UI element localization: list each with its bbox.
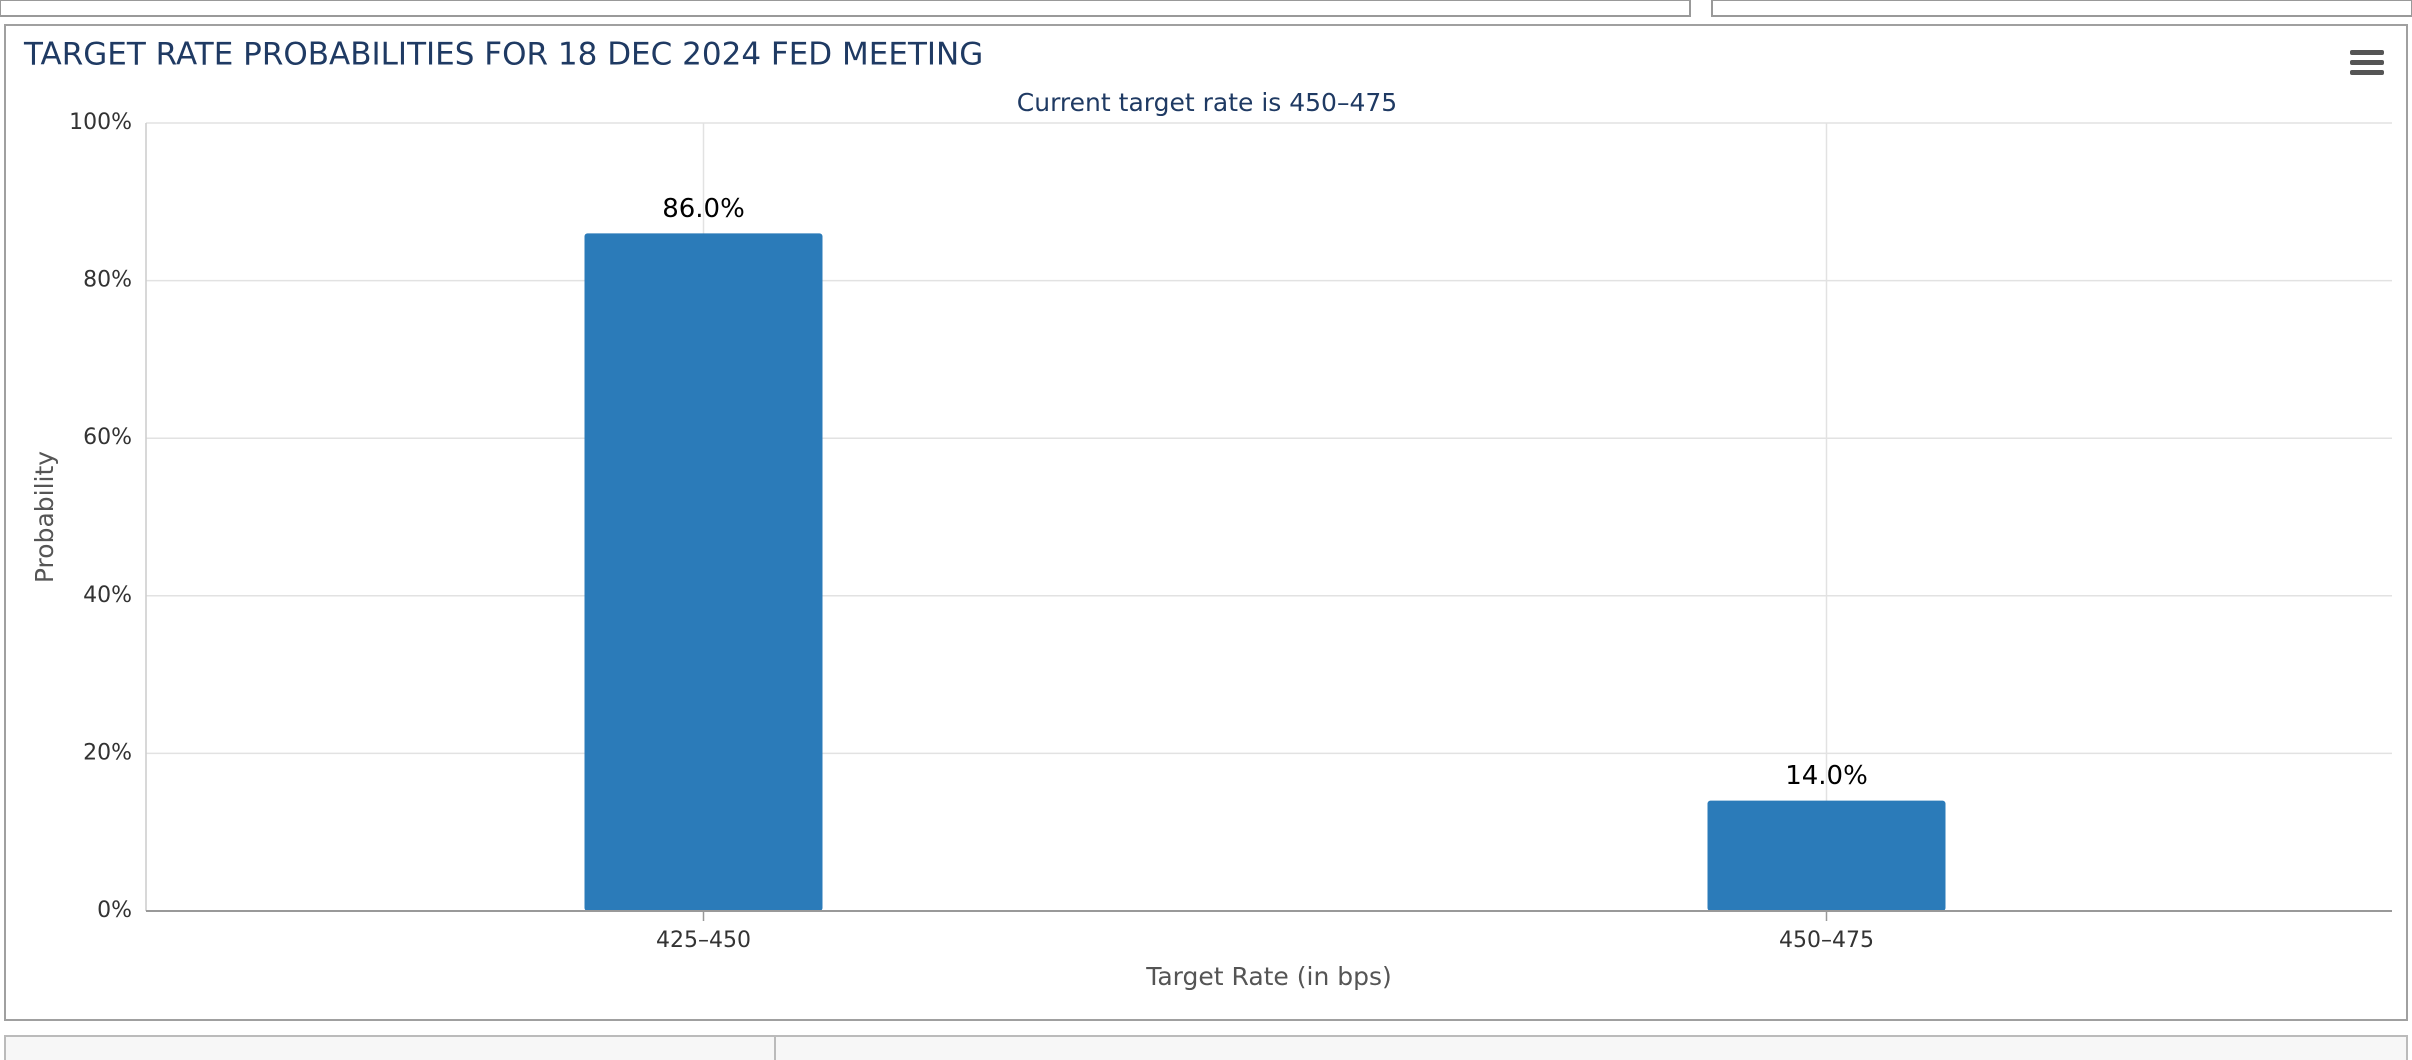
menu-line[interactable] xyxy=(2350,70,2384,75)
bar xyxy=(584,233,823,911)
y-tick-label: 20% xyxy=(83,740,132,765)
x-tick-label: 425–450 xyxy=(656,928,751,953)
data-label: 86.0% xyxy=(662,194,745,224)
chart-subtitle: Current target rate is 450–475 xyxy=(1017,88,1397,117)
menu-line[interactable] xyxy=(2350,60,2384,65)
chart-frame xyxy=(4,24,2408,1021)
bottom-panel xyxy=(4,1035,776,1060)
menu-button[interactable] xyxy=(2350,50,2384,75)
y-tick-label: 40% xyxy=(83,583,132,608)
data-label: 14.0% xyxy=(1785,761,1868,791)
y-tick-label: 80% xyxy=(83,268,132,293)
top-table-strip xyxy=(1711,0,2412,17)
top-table-strip xyxy=(0,0,1691,17)
bottom-panel xyxy=(774,1035,2408,1060)
bar xyxy=(1707,800,1946,911)
y-tick-label: 60% xyxy=(83,425,132,450)
menu-line[interactable] xyxy=(2350,50,2384,55)
y-tick-label: 0% xyxy=(97,898,132,923)
x-tick-label: 450–475 xyxy=(1779,928,1874,953)
y-tick-label: 100% xyxy=(69,110,132,135)
y-axis-label: Probability xyxy=(30,451,59,583)
x-axis-label: Target Rate (in bps) xyxy=(1145,962,1392,991)
chart-title: TARGET RATE PROBABILITIES FOR 18 DEC 202… xyxy=(23,37,983,73)
